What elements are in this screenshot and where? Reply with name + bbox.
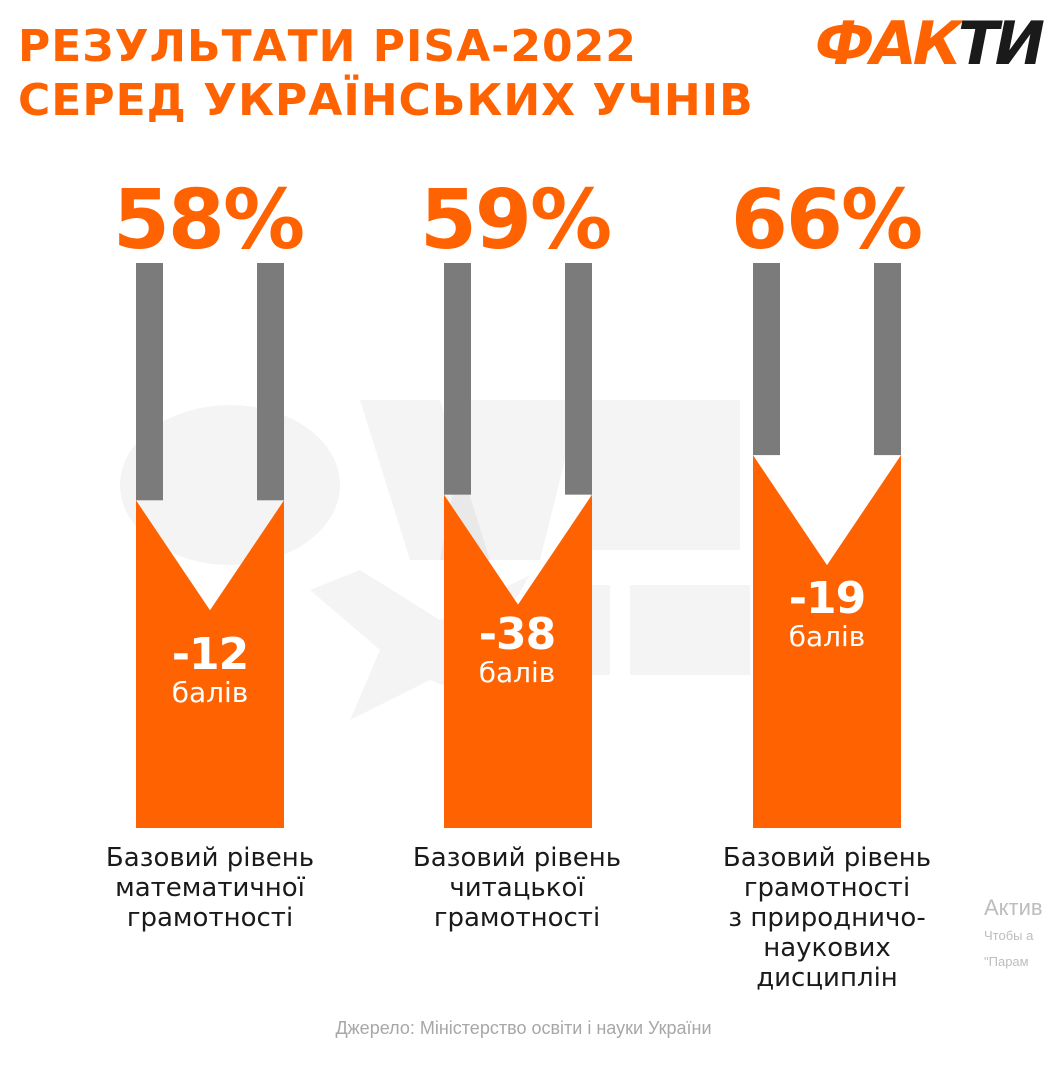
delta-label-math: -12 балів xyxy=(110,632,310,708)
activation-line-2: Чтобы а xyxy=(984,928,1034,943)
delta-value-reading: -38 xyxy=(478,609,557,660)
bar-remainder-right-math xyxy=(257,263,284,501)
bar-remainder-right-reading xyxy=(565,263,592,495)
percent-label-reading: 59% xyxy=(419,173,612,268)
delta-unit-math: балів xyxy=(171,676,249,709)
percent-label-math: 58% xyxy=(112,173,305,268)
category-line: математичної xyxy=(115,873,305,903)
logo-part-1: ФАК xyxy=(814,9,962,79)
bar-remainder-left-reading xyxy=(444,263,471,495)
category-line: Базовий рівень xyxy=(722,843,932,873)
category-line: грамотності xyxy=(743,873,911,903)
bar-remainder-left-science xyxy=(753,263,780,456)
bar-value-reading xyxy=(444,494,592,828)
bar-group-science xyxy=(753,263,901,828)
bar-group-reading xyxy=(444,263,592,828)
percent-label-science: 66% xyxy=(730,173,923,268)
delta-value-science: -19 xyxy=(788,573,867,624)
category-label-math: Базовий рівень математичної грамотності xyxy=(60,843,360,933)
delta-unit-reading: балів xyxy=(478,656,556,689)
bar-group-math xyxy=(136,263,284,828)
category-line: грамотності xyxy=(126,903,294,933)
delta-label-science: -19 балів xyxy=(727,576,927,652)
source-note: Джерело: Міністерство освіти і науки Укр… xyxy=(335,1018,712,1038)
activation-line-3: "Парам xyxy=(984,954,1029,969)
activation-overlay: Актив Чтобы а "Парам xyxy=(984,893,1047,975)
delta-value-math: -12 xyxy=(171,629,250,680)
delta-label-reading: -38 балів xyxy=(417,612,617,688)
bar-remainder-right-science xyxy=(874,263,901,456)
title-line-2: СЕРЕД УКРАЇНСЬКИХ УЧНІВ xyxy=(18,75,754,126)
category-label-reading: Базовий рівень читацької грамотності xyxy=(367,843,667,933)
category-line: Базовий рівень xyxy=(412,843,622,873)
category-line: Базовий рівень xyxy=(105,843,315,873)
bar-value-science xyxy=(753,455,901,828)
category-line: грамотності xyxy=(433,903,601,933)
category-label-science: Базовий рівень грамотності з природничо-… xyxy=(677,843,977,993)
delta-unit-science: балів xyxy=(788,620,866,653)
category-line: дисциплін xyxy=(756,963,898,993)
activation-line-1: Актив xyxy=(984,895,1043,920)
category-line: з природничо-наукових xyxy=(728,903,926,963)
page-title: РЕЗУЛЬТАТИ PISA-2022 СЕРЕД УКРАЇНСЬКИХ У… xyxy=(18,20,754,128)
bar-remainder-left-math xyxy=(136,263,163,501)
bar-value-math xyxy=(136,500,284,828)
logo-part-2: ТИ xyxy=(957,9,1045,79)
category-line: читацької xyxy=(449,873,585,903)
title-line-1: РЕЗУЛЬТАТИ PISA-2022 xyxy=(18,21,637,72)
fakty-logo: ФАКТИ xyxy=(815,14,1045,74)
